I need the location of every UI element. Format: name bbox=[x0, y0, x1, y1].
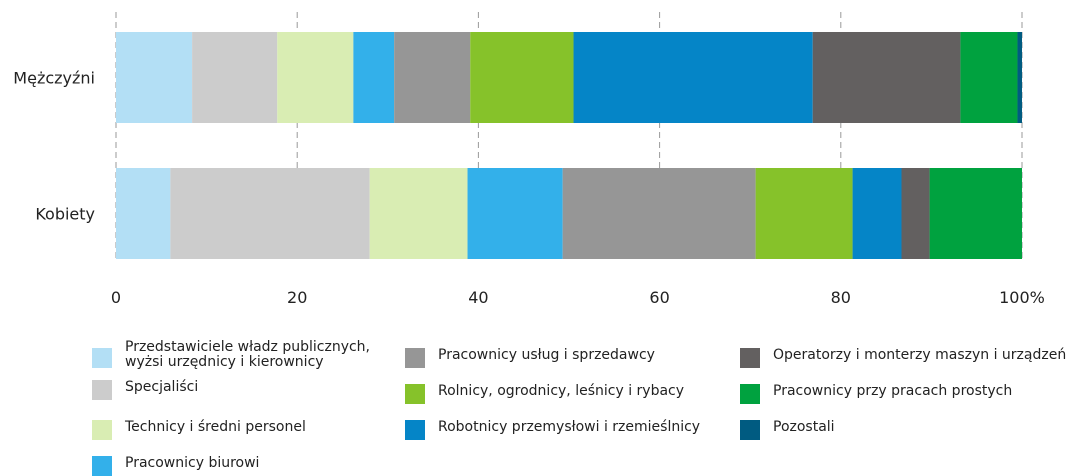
legend-item: Rolnicy, ogrodnicy, leśnicy i rybacy bbox=[405, 384, 684, 404]
bar-segment bbox=[170, 168, 370, 259]
legend-label: Rolnicy, ogrodnicy, leśnicy i rybacy bbox=[438, 383, 685, 399]
legend-item: Pracownicy usług i sprzedawcy bbox=[405, 348, 655, 368]
legend-label: Przedstawiciele władz publicznych, wyżsi… bbox=[125, 339, 370, 370]
bar-segment bbox=[369, 168, 468, 259]
legend-label: Robotnicy przemysłowi i rzemieślnicy bbox=[438, 419, 701, 435]
legend-swatch bbox=[405, 420, 425, 440]
bar-segment bbox=[353, 32, 395, 123]
x-axis-ticks: 0 20 40 60 80 100% bbox=[111, 288, 1045, 307]
legend-swatch bbox=[92, 420, 112, 440]
legend-label: Pracownicy przy pracach prostych bbox=[773, 383, 1013, 399]
legend-label: Pozostali bbox=[773, 419, 835, 435]
category-label: Kobiety bbox=[35, 205, 95, 224]
bar-segment bbox=[901, 168, 930, 259]
bar-segment bbox=[277, 32, 354, 123]
legend-label: Operatorzy i monterzy maszyn i urządzeń bbox=[773, 347, 1067, 363]
legend-item: Przedstawiciele władz publicznych, wyżsi… bbox=[92, 340, 370, 370]
bar-segment bbox=[116, 168, 171, 259]
legend-swatch bbox=[740, 384, 760, 404]
legend-swatch bbox=[92, 348, 112, 368]
bars bbox=[116, 32, 1022, 259]
x-tick-label: 40 bbox=[468, 288, 488, 307]
bar-segment bbox=[812, 32, 961, 123]
category-labels: Mężczyźni Kobiety bbox=[13, 69, 95, 224]
legend-swatch bbox=[740, 348, 760, 368]
legend-label: Pracownicy biurowi bbox=[125, 455, 260, 471]
bar-segment bbox=[470, 32, 574, 123]
bar-segment bbox=[573, 32, 813, 123]
x-tick-label: 60 bbox=[649, 288, 669, 307]
legend-item: Specjaliści bbox=[92, 380, 198, 400]
bar-segment bbox=[852, 168, 902, 259]
x-tick-label: 0 bbox=[111, 288, 121, 307]
bar-segment bbox=[929, 168, 1022, 259]
legend-item: Pracownicy biurowi bbox=[92, 456, 259, 476]
legend-item: Pozostali bbox=[740, 420, 835, 440]
legend-item: Operatorzy i monterzy maszyn i urządzeń bbox=[740, 348, 1066, 368]
x-tick-label: 100% bbox=[999, 288, 1045, 307]
legend-swatch bbox=[92, 380, 112, 400]
legend-swatch bbox=[92, 456, 112, 476]
legend-swatch bbox=[740, 420, 760, 440]
legend-item: Technicy i średni personel bbox=[92, 420, 306, 440]
bar-segment bbox=[960, 32, 1018, 123]
legend-swatch bbox=[405, 384, 425, 404]
bar-segment bbox=[1017, 32, 1022, 123]
bar-segment bbox=[394, 32, 471, 123]
x-tick-label: 20 bbox=[287, 288, 307, 307]
bar-segment bbox=[192, 32, 278, 123]
legend-label: Specjaliści bbox=[125, 379, 199, 395]
bar-segment bbox=[562, 168, 756, 259]
legend-label: Technicy i średni personel bbox=[125, 419, 306, 435]
bar-segment bbox=[467, 168, 563, 259]
bar-segment bbox=[755, 168, 853, 259]
legend-label: Pracownicy usług i sprzedawcy bbox=[438, 347, 655, 363]
legend-swatch bbox=[405, 348, 425, 368]
x-tick-label: 80 bbox=[831, 288, 851, 307]
legend-item: Robotnicy przemysłowi i rzemieślnicy bbox=[405, 420, 700, 440]
category-label: Mężczyźni bbox=[13, 69, 95, 88]
legend-item: Pracownicy przy pracach prostych bbox=[740, 384, 1012, 404]
bar-segment bbox=[116, 32, 193, 123]
